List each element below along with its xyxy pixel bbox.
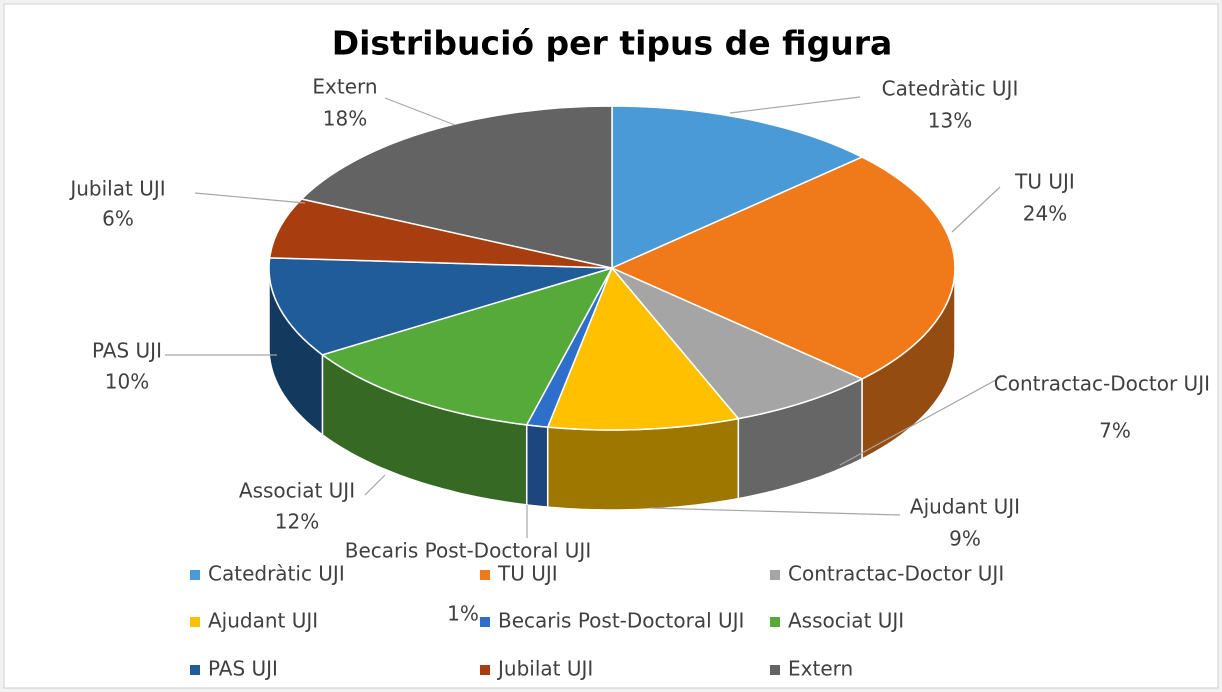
leader-line bbox=[384, 97, 456, 126]
slice bbox=[611, 267, 864, 420]
data-label-value: 6% bbox=[102, 207, 134, 231]
legend-label: TU UJI bbox=[497, 562, 558, 586]
legend-label: Extern bbox=[788, 657, 853, 681]
legend-label: Becaris Post-Doctoral UJI bbox=[498, 609, 744, 633]
slice-side bbox=[525, 423, 549, 508]
leader-line bbox=[194, 192, 306, 204]
data-label-value: 18% bbox=[323, 107, 367, 131]
data-label-name: Contractac-Doctor UJI bbox=[994, 372, 1210, 396]
data-label-value: 1% bbox=[447, 602, 479, 626]
legend-swatch bbox=[480, 617, 490, 627]
slice bbox=[320, 266, 614, 426]
data-label-value: 24% bbox=[1023, 202, 1067, 226]
legend-label: Catedràtic UJI bbox=[208, 562, 345, 586]
chart-title: Distribució per tipus de figura bbox=[332, 24, 893, 63]
slice-side bbox=[546, 417, 740, 511]
slice bbox=[300, 105, 613, 269]
slice bbox=[268, 198, 613, 269]
leader-line bbox=[729, 96, 861, 114]
slice bbox=[611, 105, 864, 270]
data-label-name: Jubilat UJI bbox=[68, 177, 165, 201]
leader-line bbox=[364, 474, 386, 496]
legend-swatch bbox=[480, 570, 490, 580]
leader-line bbox=[951, 186, 1001, 233]
data-label-value: 12% bbox=[275, 510, 319, 534]
legend-label: Jubilat UJI bbox=[496, 657, 593, 681]
legend-label: PAS UJI bbox=[208, 657, 278, 681]
data-label-name: PAS UJI bbox=[92, 339, 162, 363]
data-label-name: Associat UJI bbox=[239, 479, 355, 503]
legend-swatch bbox=[480, 665, 490, 675]
legend-swatch bbox=[190, 570, 200, 580]
legend-swatch bbox=[770, 570, 780, 580]
data-label-name: Becaris Post-Doctoral UJI bbox=[345, 539, 591, 563]
legend-swatch bbox=[770, 617, 780, 627]
data-label-name: TU UJI bbox=[1014, 170, 1075, 194]
leader-line bbox=[649, 507, 901, 516]
legend-swatch bbox=[770, 665, 780, 675]
data-label-value: 9% bbox=[949, 527, 981, 551]
legend-swatch bbox=[190, 617, 200, 627]
slice bbox=[268, 257, 613, 356]
legend-swatch bbox=[190, 665, 200, 675]
slice bbox=[546, 266, 740, 431]
legend-label: Ajudant UJI bbox=[208, 609, 318, 633]
data-label-value: 13% bbox=[928, 109, 972, 133]
data-label-value: 7% bbox=[1099, 419, 1131, 443]
slice bbox=[610, 156, 956, 380]
legend-label: Contractac-Doctor UJI bbox=[788, 562, 1004, 586]
data-label-name: Extern bbox=[312, 75, 377, 99]
data-label-name: Ajudant UJI bbox=[910, 495, 1020, 519]
legend-label: Associat UJI bbox=[788, 609, 904, 633]
data-label-name: Catedràtic UJI bbox=[882, 77, 1019, 101]
data-label-value: 10% bbox=[105, 370, 149, 394]
leader-line bbox=[839, 374, 1006, 466]
